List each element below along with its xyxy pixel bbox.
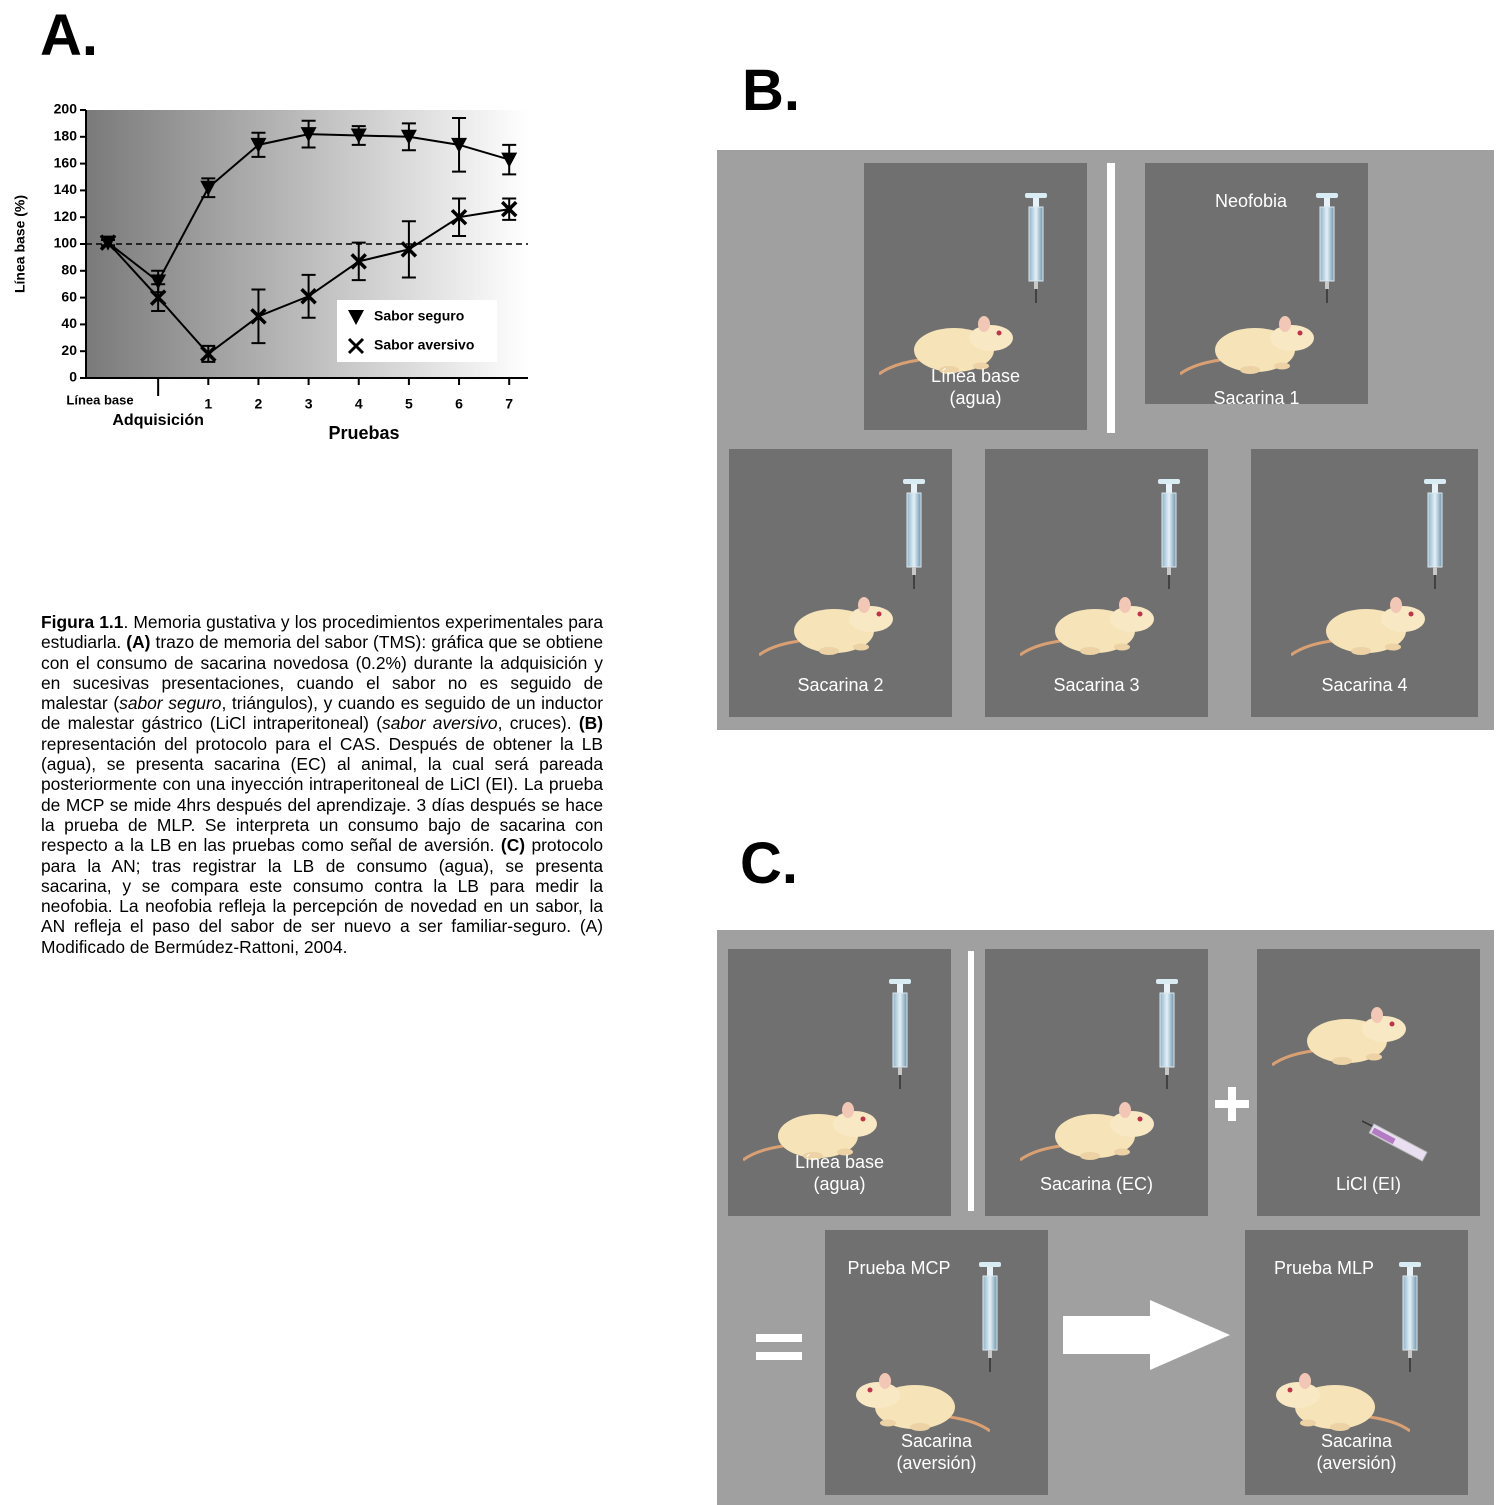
- separator: [1107, 163, 1115, 433]
- legend-label: Sabor seguro: [374, 308, 464, 324]
- x-tick-label: 3: [305, 396, 313, 412]
- caption-bold: (A): [126, 632, 150, 652]
- x-tick-label: 1: [204, 396, 212, 412]
- x-tick-label: 7: [505, 396, 513, 412]
- panel-c: Línea base(agua) Sacarina (EC) LiCl (EI) Pr…: [717, 930, 1494, 1505]
- page: Figura 1.1 html, body { margin: 0; paddi…: [0, 0, 1501, 1505]
- cell-label: Línea base: [931, 366, 1020, 386]
- caption-italic: sabor seguro: [119, 693, 221, 713]
- page-body: { "panel_labels": ["A.", "B.", "C."], "c…: [0, 0, 1501, 1505]
- caption-bold: (C): [501, 835, 525, 855]
- y-tick-label: 100: [54, 235, 78, 251]
- cell-label: Sacarina 4: [1321, 675, 1407, 695]
- panel-label: B.: [742, 58, 800, 123]
- figure-caption: Figura 1.1. Memoria gustativa y los proc…: [41, 612, 603, 957]
- x-tick-label: Línea base: [66, 392, 133, 407]
- plus-sign: [1228, 1087, 1236, 1121]
- protocol-cell: Sacarina 4: [1251, 449, 1478, 717]
- protocol-cell: Sacarina (EC): [985, 949, 1208, 1216]
- y-tick-label: 160: [54, 154, 78, 170]
- cell-label: (agua): [813, 1174, 865, 1194]
- chart: Línea base (%) Pruebas 02040608010012014…: [12, 101, 528, 443]
- equals-sign: [756, 1352, 802, 1360]
- separator: [968, 951, 974, 1211]
- protocol-cell: Sacarina 2: [729, 449, 952, 717]
- x-tick-label: 2: [255, 396, 263, 412]
- y-axis-label: Línea base (%): [12, 195, 28, 293]
- cell-header: Neofobia: [1215, 191, 1288, 211]
- cell-label: (aversión): [896, 1453, 976, 1473]
- cell-header: Prueba MLP: [1274, 1258, 1374, 1278]
- protocol-cell: Prueba MLP Sacarina(aversión): [1245, 1230, 1468, 1495]
- y-tick-label: 0: [69, 369, 77, 385]
- y-tick-label: 200: [54, 101, 78, 117]
- x-tick-label: 4: [355, 396, 363, 412]
- y-tick-label: 40: [61, 315, 77, 331]
- cell-label: Sacarina 3: [1053, 675, 1139, 695]
- caption-bold: (B): [579, 713, 603, 733]
- x-tick-label: 5: [405, 396, 413, 412]
- cell-label: (aversión): [1316, 1453, 1396, 1473]
- y-tick-label: 180: [54, 128, 78, 144]
- legend-label: Sabor aversivo: [374, 337, 474, 353]
- cell-label: Sacarina: [1321, 1431, 1393, 1451]
- caption-text: , cruces).: [498, 713, 579, 733]
- cell-label: (agua): [949, 388, 1001, 408]
- cell-header: Prueba MCP: [847, 1258, 950, 1278]
- y-tick-label: 140: [54, 181, 78, 197]
- cell-label: Sacarina (EC): [1040, 1174, 1153, 1194]
- y-tick-label: 20: [61, 342, 77, 358]
- caption-italic: sabor aversivo: [382, 713, 498, 733]
- x-tick-label: 6: [455, 396, 463, 412]
- x-tick-label: Adquisición: [112, 412, 204, 429]
- x-axis-label: Pruebas: [328, 423, 399, 443]
- caption-bold: Figura 1.1: [41, 612, 123, 632]
- protocol-cell: Línea base(agua): [864, 163, 1087, 430]
- protocol-cell: Sacarina 3: [985, 449, 1208, 717]
- panel-label: C.: [740, 831, 798, 896]
- protocol-cell: LiCl (EI): [1257, 949, 1480, 1216]
- equals-sign: [756, 1334, 802, 1342]
- panel-label: A.: [40, 3, 98, 68]
- cell-label: LiCl (EI): [1336, 1174, 1401, 1194]
- y-tick-label: 60: [61, 288, 77, 304]
- cell-label: Sacarina: [901, 1431, 973, 1451]
- cell-label: Línea base: [795, 1152, 884, 1172]
- protocol-cell: Prueba MCP Sacarina(aversión): [825, 1230, 1048, 1495]
- cell-label: Sacarina 2: [797, 675, 883, 695]
- y-tick-label: 80: [61, 262, 77, 278]
- protocol-cell: Línea base(agua): [728, 949, 951, 1216]
- y-tick-label: 120: [54, 208, 78, 224]
